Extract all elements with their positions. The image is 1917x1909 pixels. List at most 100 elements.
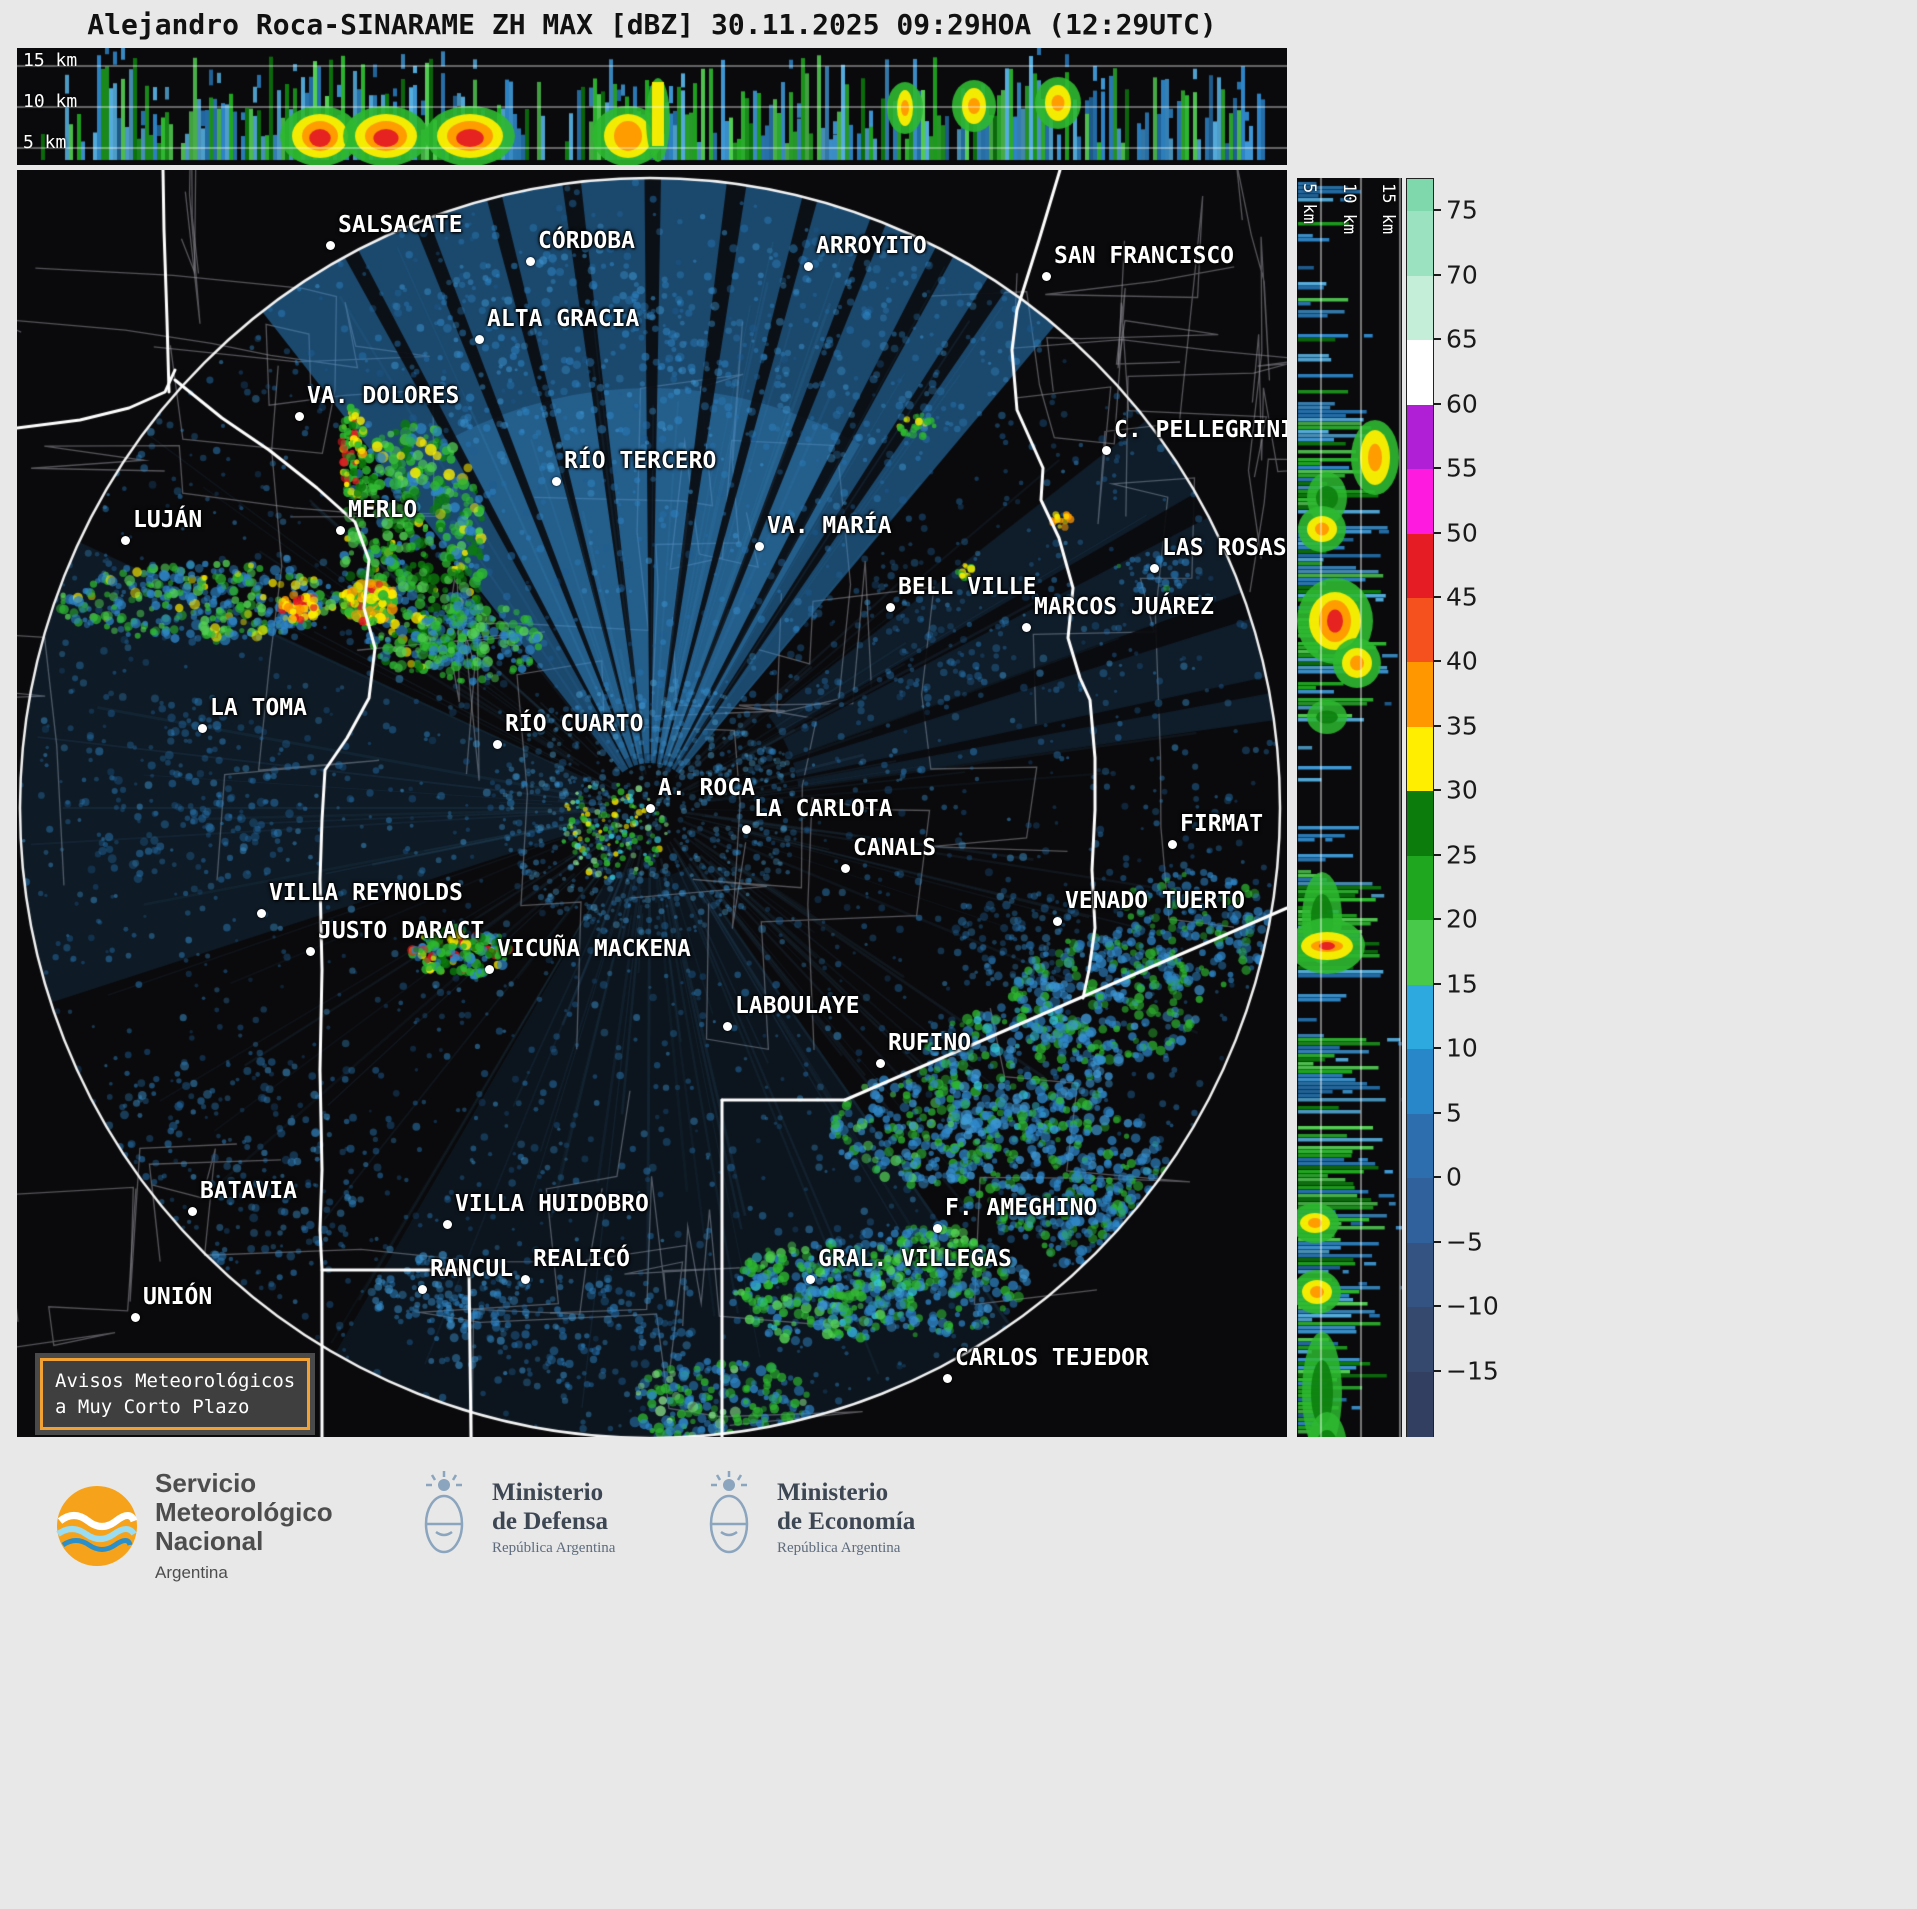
city-dot xyxy=(521,1275,530,1284)
top-cross-section-canvas xyxy=(17,48,1287,165)
defensa-wordmark: Ministerio de Defensa República Argentin… xyxy=(492,1478,615,1557)
colorbar-tick-label: 35 xyxy=(1446,711,1478,741)
altitude-label: 15 km xyxy=(1378,183,1398,235)
colorbar-segment xyxy=(1407,340,1433,406)
city-dot xyxy=(755,542,764,551)
colorbar-tick-label: 25 xyxy=(1446,840,1478,870)
smn-line-1: Servicio xyxy=(155,1468,257,1498)
colorbar-tick-mark xyxy=(1434,1240,1441,1243)
city-label: VA. MARÍA xyxy=(767,513,892,539)
city-dot xyxy=(257,909,266,918)
colorbar-tick-mark xyxy=(1434,338,1441,341)
city-dot xyxy=(1022,623,1031,632)
city-dot xyxy=(443,1220,452,1229)
city-dot xyxy=(131,1313,140,1322)
coat-of-arms-icon xyxy=(697,1469,761,1565)
colorbar-tick-mark xyxy=(1434,724,1441,727)
city-dot xyxy=(886,603,895,612)
city-label: UNIÓN xyxy=(143,1284,213,1310)
defensa-title-1: Ministerio xyxy=(492,1478,604,1506)
city-dot xyxy=(295,412,304,421)
colorbar-segment xyxy=(1407,920,1433,986)
top-cross-section-panel: 15 km 10 km 5 km xyxy=(17,48,1287,165)
city-label: ARROYITO xyxy=(816,233,927,259)
dbz-colorbar: 75 70 65 60 55 50 45 40 35 30 25 20 15 10 5 0 −5 −10 −15 xyxy=(1406,178,1516,1437)
colorbar-tick-label: 70 xyxy=(1446,260,1478,290)
altitude-label: 15 km xyxy=(23,50,78,71)
colorbar-tick-mark xyxy=(1434,918,1441,921)
altitude-label: 5 km xyxy=(23,132,67,153)
colorbar-segment xyxy=(1407,855,1433,921)
city-label: LA CARLOTA xyxy=(754,796,893,822)
notice-line-2: a Muy Corto Plazo xyxy=(55,1396,250,1418)
city-label: GRAL. VILLEGAS xyxy=(818,1246,1012,1272)
city-dot xyxy=(326,241,335,250)
colorbar-segment xyxy=(1407,1113,1433,1179)
city-dot xyxy=(121,536,130,545)
smn-line-2: Meteorológico xyxy=(155,1497,333,1527)
economia-logo-block: Ministerio de Economía República Argenti… xyxy=(697,1469,915,1565)
city-label: SAN FRANCISCO xyxy=(1054,243,1235,269)
city-dot xyxy=(1168,840,1177,849)
city-label: RÍO CUARTO xyxy=(505,711,644,737)
colorbar-tick-mark xyxy=(1434,531,1441,534)
defensa-logo-block: Ministerio de Defensa República Argentin… xyxy=(412,1469,615,1565)
city-dot xyxy=(418,1285,427,1294)
colorbar-segment xyxy=(1407,404,1433,470)
page-title: Alejandro Roca-SINARAME ZH MAX [dBZ] 30.… xyxy=(87,8,1217,41)
colorbar-segment xyxy=(1407,984,1433,1050)
city-label: BELL VILLE xyxy=(898,574,1037,600)
city-label: MERLO xyxy=(348,497,418,523)
city-dot xyxy=(841,864,850,873)
city-dot xyxy=(526,257,535,266)
city-dot xyxy=(336,526,345,535)
city-dot xyxy=(1053,917,1062,926)
colorbar-segment xyxy=(1407,179,1433,212)
city-dot xyxy=(485,965,494,974)
city-dot xyxy=(306,947,315,956)
city-dot xyxy=(1042,272,1051,281)
city-dot xyxy=(646,804,655,813)
colorbar-tick-label: −5 xyxy=(1446,1227,1483,1257)
city-dot xyxy=(933,1224,942,1233)
city-label: CÓRDOBA xyxy=(538,228,635,254)
city-label: VILLA HUIDOBRO xyxy=(455,1191,649,1217)
colorbar-tick-label: 65 xyxy=(1446,324,1478,354)
colorbar-segment xyxy=(1407,1242,1433,1308)
colorbar-gradient xyxy=(1406,178,1434,1437)
colorbar-segment xyxy=(1407,1178,1433,1244)
colorbar-tick-label: 75 xyxy=(1446,195,1478,225)
city-label: LAS ROSAS xyxy=(1162,535,1287,561)
notice-box: Avisos Meteorológicos a Muy Corto Plazo xyxy=(35,1353,316,1435)
notice-line-1: Avisos Meteorológicos xyxy=(55,1370,296,1392)
colorbar-tick-mark xyxy=(1434,209,1441,212)
city-dot xyxy=(493,740,502,749)
city-label: VICUÑA MACKENA xyxy=(497,936,691,962)
colorbar-tick-label: 30 xyxy=(1446,775,1478,805)
colorbar-segment xyxy=(1407,533,1433,599)
colorbar-tick-mark xyxy=(1434,402,1441,405)
economia-wordmark: Ministerio de Economía República Argenti… xyxy=(777,1478,915,1557)
smn-line-3: Nacional xyxy=(155,1526,264,1556)
colorbar-tick-label: 60 xyxy=(1446,389,1478,419)
colorbar-segment xyxy=(1407,275,1433,341)
colorbar-segment xyxy=(1407,211,1433,277)
city-label: JUSTO DARACT xyxy=(318,918,485,944)
city-label: LABOULAYE xyxy=(735,993,860,1019)
colorbar-tick-label: 5 xyxy=(1446,1098,1462,1128)
colorbar-segment xyxy=(1407,791,1433,857)
colorbar-segment xyxy=(1407,662,1433,728)
colorbar-tick-label: 45 xyxy=(1446,582,1478,612)
city-dot xyxy=(806,1275,815,1284)
city-label: FIRMAT xyxy=(1180,811,1264,837)
city-label: RUFINO xyxy=(888,1030,972,1056)
colorbar-tick-mark xyxy=(1434,853,1441,856)
economia-title-2: de Economía xyxy=(777,1507,916,1535)
colorbar-tick-mark xyxy=(1434,789,1441,792)
city-label: VILLA REYNOLDS xyxy=(269,880,463,906)
city-label: F. AMEGHINO xyxy=(945,1195,1098,1221)
defensa-subtitle: República Argentina xyxy=(492,1539,616,1556)
city-label: LA TOMA xyxy=(210,695,307,721)
defensa-title-2: de Defensa xyxy=(492,1507,608,1535)
